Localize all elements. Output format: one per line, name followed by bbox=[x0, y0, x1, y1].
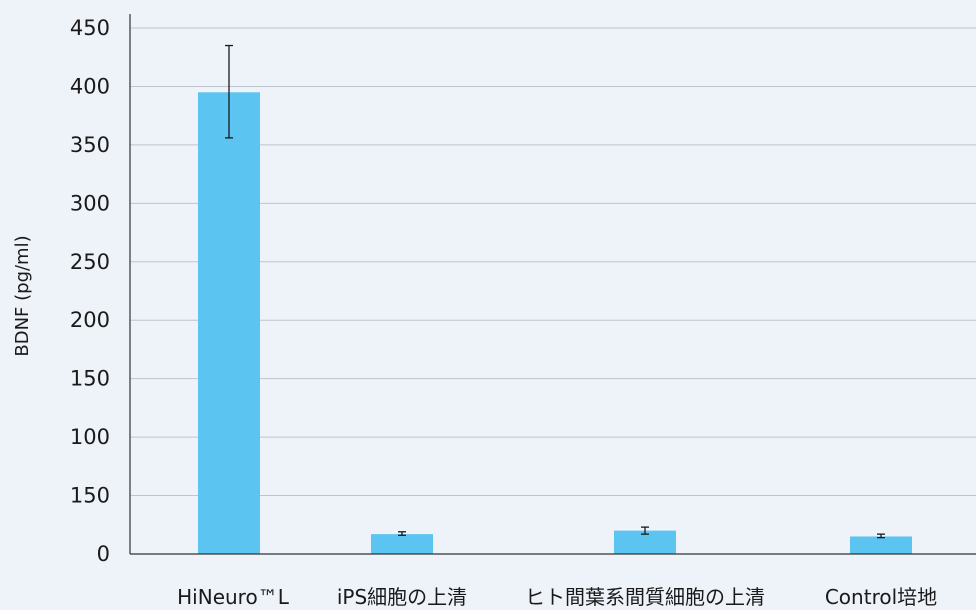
error-bars bbox=[225, 44, 885, 539]
bar bbox=[850, 536, 912, 554]
gridlines bbox=[130, 27, 976, 497]
bars bbox=[198, 92, 912, 555]
error-bar bbox=[225, 44, 233, 139]
error-bar bbox=[877, 533, 885, 539]
y-tick-label: 350 bbox=[70, 133, 110, 157]
y-axis-title: BDNF (pg/ml) bbox=[12, 235, 33, 356]
y-tick-labels: 0 150 100 150 200 250 300 350 400 450 bbox=[70, 16, 110, 566]
y-tick-label: 200 bbox=[70, 308, 110, 332]
x-category-label: HiNeuro™L bbox=[177, 585, 290, 609]
y-tick-label: 100 bbox=[70, 425, 110, 449]
x-category-label: ヒト間葉系間質細胞の上清 bbox=[525, 585, 765, 609]
bar bbox=[371, 534, 433, 554]
error-bar bbox=[641, 526, 649, 535]
error-bar bbox=[398, 531, 406, 536]
bar bbox=[614, 530, 676, 554]
y-tick-label: 250 bbox=[70, 250, 110, 274]
bar bbox=[198, 92, 260, 555]
y-tick-label: 400 bbox=[70, 74, 110, 98]
y-tick-label: 150 bbox=[70, 484, 110, 508]
x-category-labels: HiNeuro™L iPS細胞の上清 ヒト間葉系間質細胞の上清 Control培地 bbox=[177, 585, 937, 609]
y-tick-label: 150 bbox=[70, 367, 110, 391]
y-tick-label: 450 bbox=[70, 16, 110, 40]
y-tick-label: 300 bbox=[70, 191, 110, 215]
x-category-label: Control培地 bbox=[825, 585, 937, 609]
y-tick-label: 0 bbox=[97, 542, 110, 566]
x-category-label: iPS細胞の上清 bbox=[337, 585, 467, 609]
